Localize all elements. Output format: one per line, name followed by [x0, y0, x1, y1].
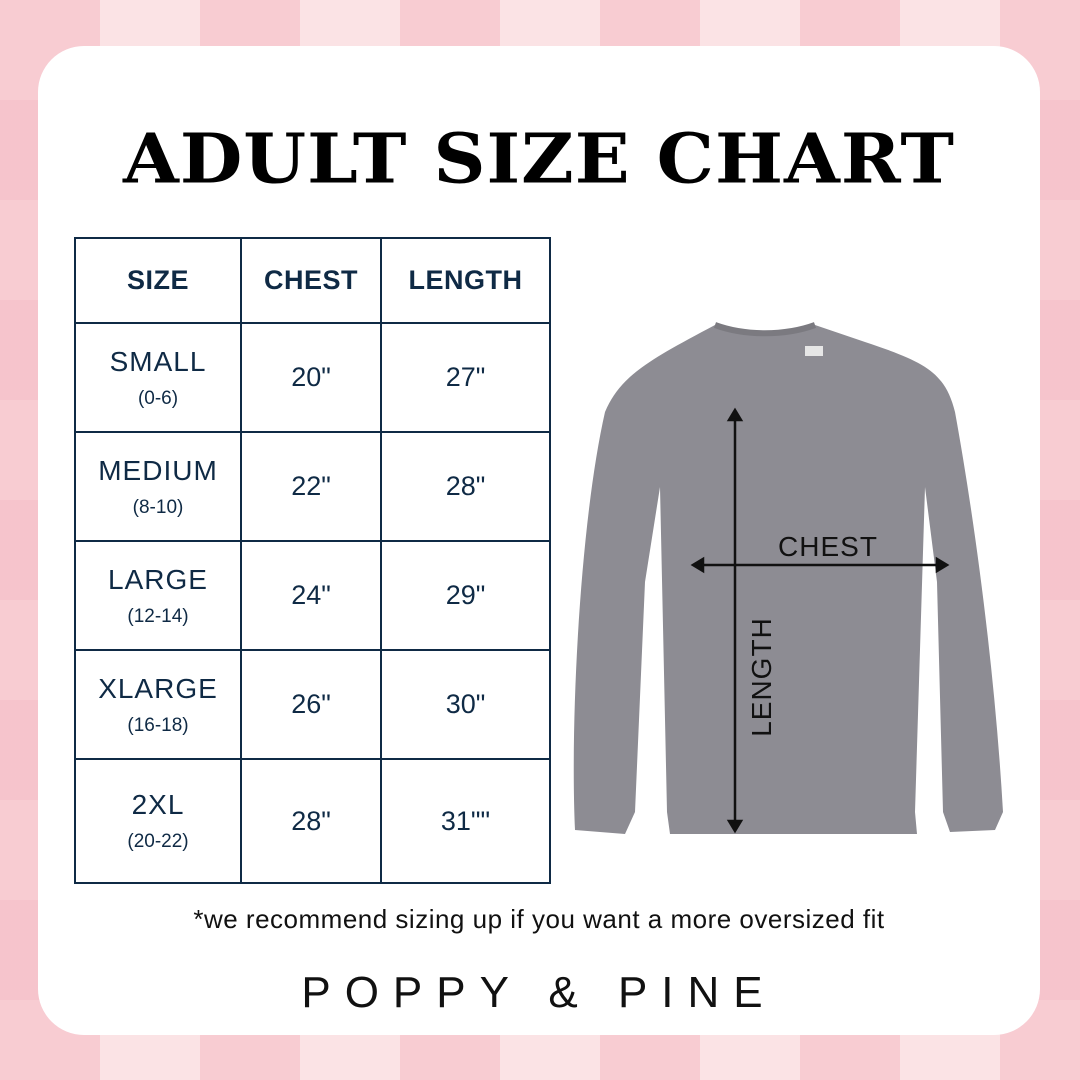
length-value: 27"	[380, 322, 551, 433]
size-range: (16-18)	[127, 714, 189, 736]
size-name: SMALL	[109, 345, 207, 377]
size-range: (20-22)	[127, 831, 189, 852]
length-label: LENGTH	[746, 617, 777, 737]
header-length: LENGTH	[380, 237, 551, 324]
chest-label: CHEST	[778, 531, 878, 562]
table-row: XLARGE (16-18) 26" 30"	[74, 649, 551, 760]
garment-tag	[805, 346, 823, 356]
chest-value: 28"	[240, 758, 382, 884]
size-name: LARGE	[108, 563, 208, 595]
chest-arrow	[690, 556, 950, 574]
length-value: 30"	[380, 649, 551, 760]
length-value: 28"	[380, 431, 551, 542]
header-chest: CHEST	[240, 237, 382, 324]
chest-value: 24"	[240, 540, 382, 651]
table-row: LARGE (12-14) 24" 29"	[74, 540, 551, 651]
size-name: MEDIUM	[98, 454, 218, 486]
size-name: 2XL	[131, 789, 185, 820]
sweatshirt-diagram: CHEST LENGTH	[573, 322, 1003, 834]
chest-value: 26"	[240, 649, 382, 760]
size-range: (12-14)	[127, 605, 189, 627]
chest-value: 20"	[240, 322, 382, 433]
length-value: 29"	[380, 540, 551, 651]
sweatshirt-image	[573, 325, 1003, 834]
chest-value: 22"	[240, 431, 382, 542]
header-size: SIZE	[74, 237, 242, 324]
size-chart-card: ADULT SIZE CHART SIZE CHEST LENGTH SMALL…	[38, 46, 1040, 1035]
size-range: (0-6)	[137, 387, 179, 409]
table-row: SMALL (0-6) 20" 27"	[74, 322, 551, 433]
table-row: MEDIUM (8-10) 22" 28"	[74, 431, 551, 542]
collar-ribbing	[713, 322, 817, 337]
size-name: XLARGE	[98, 672, 218, 704]
length-value: 31""	[380, 758, 551, 884]
size-table: SIZE CHEST LENGTH SMALL (0-6) 20" 27" MED…	[74, 237, 551, 884]
table-header-row: SIZE CHEST LENGTH	[74, 237, 551, 324]
table-row: 2XL (20-22) 28" 31""	[74, 758, 551, 884]
brand-logo: POPPY & PINE	[301, 968, 777, 1017]
size-range: (8-10)	[132, 496, 184, 518]
page-title: ADULT SIZE CHART	[122, 118, 955, 199]
length-arrow	[726, 407, 744, 834]
sizing-note: *we recommend sizing up if you want a mo…	[193, 904, 885, 934]
